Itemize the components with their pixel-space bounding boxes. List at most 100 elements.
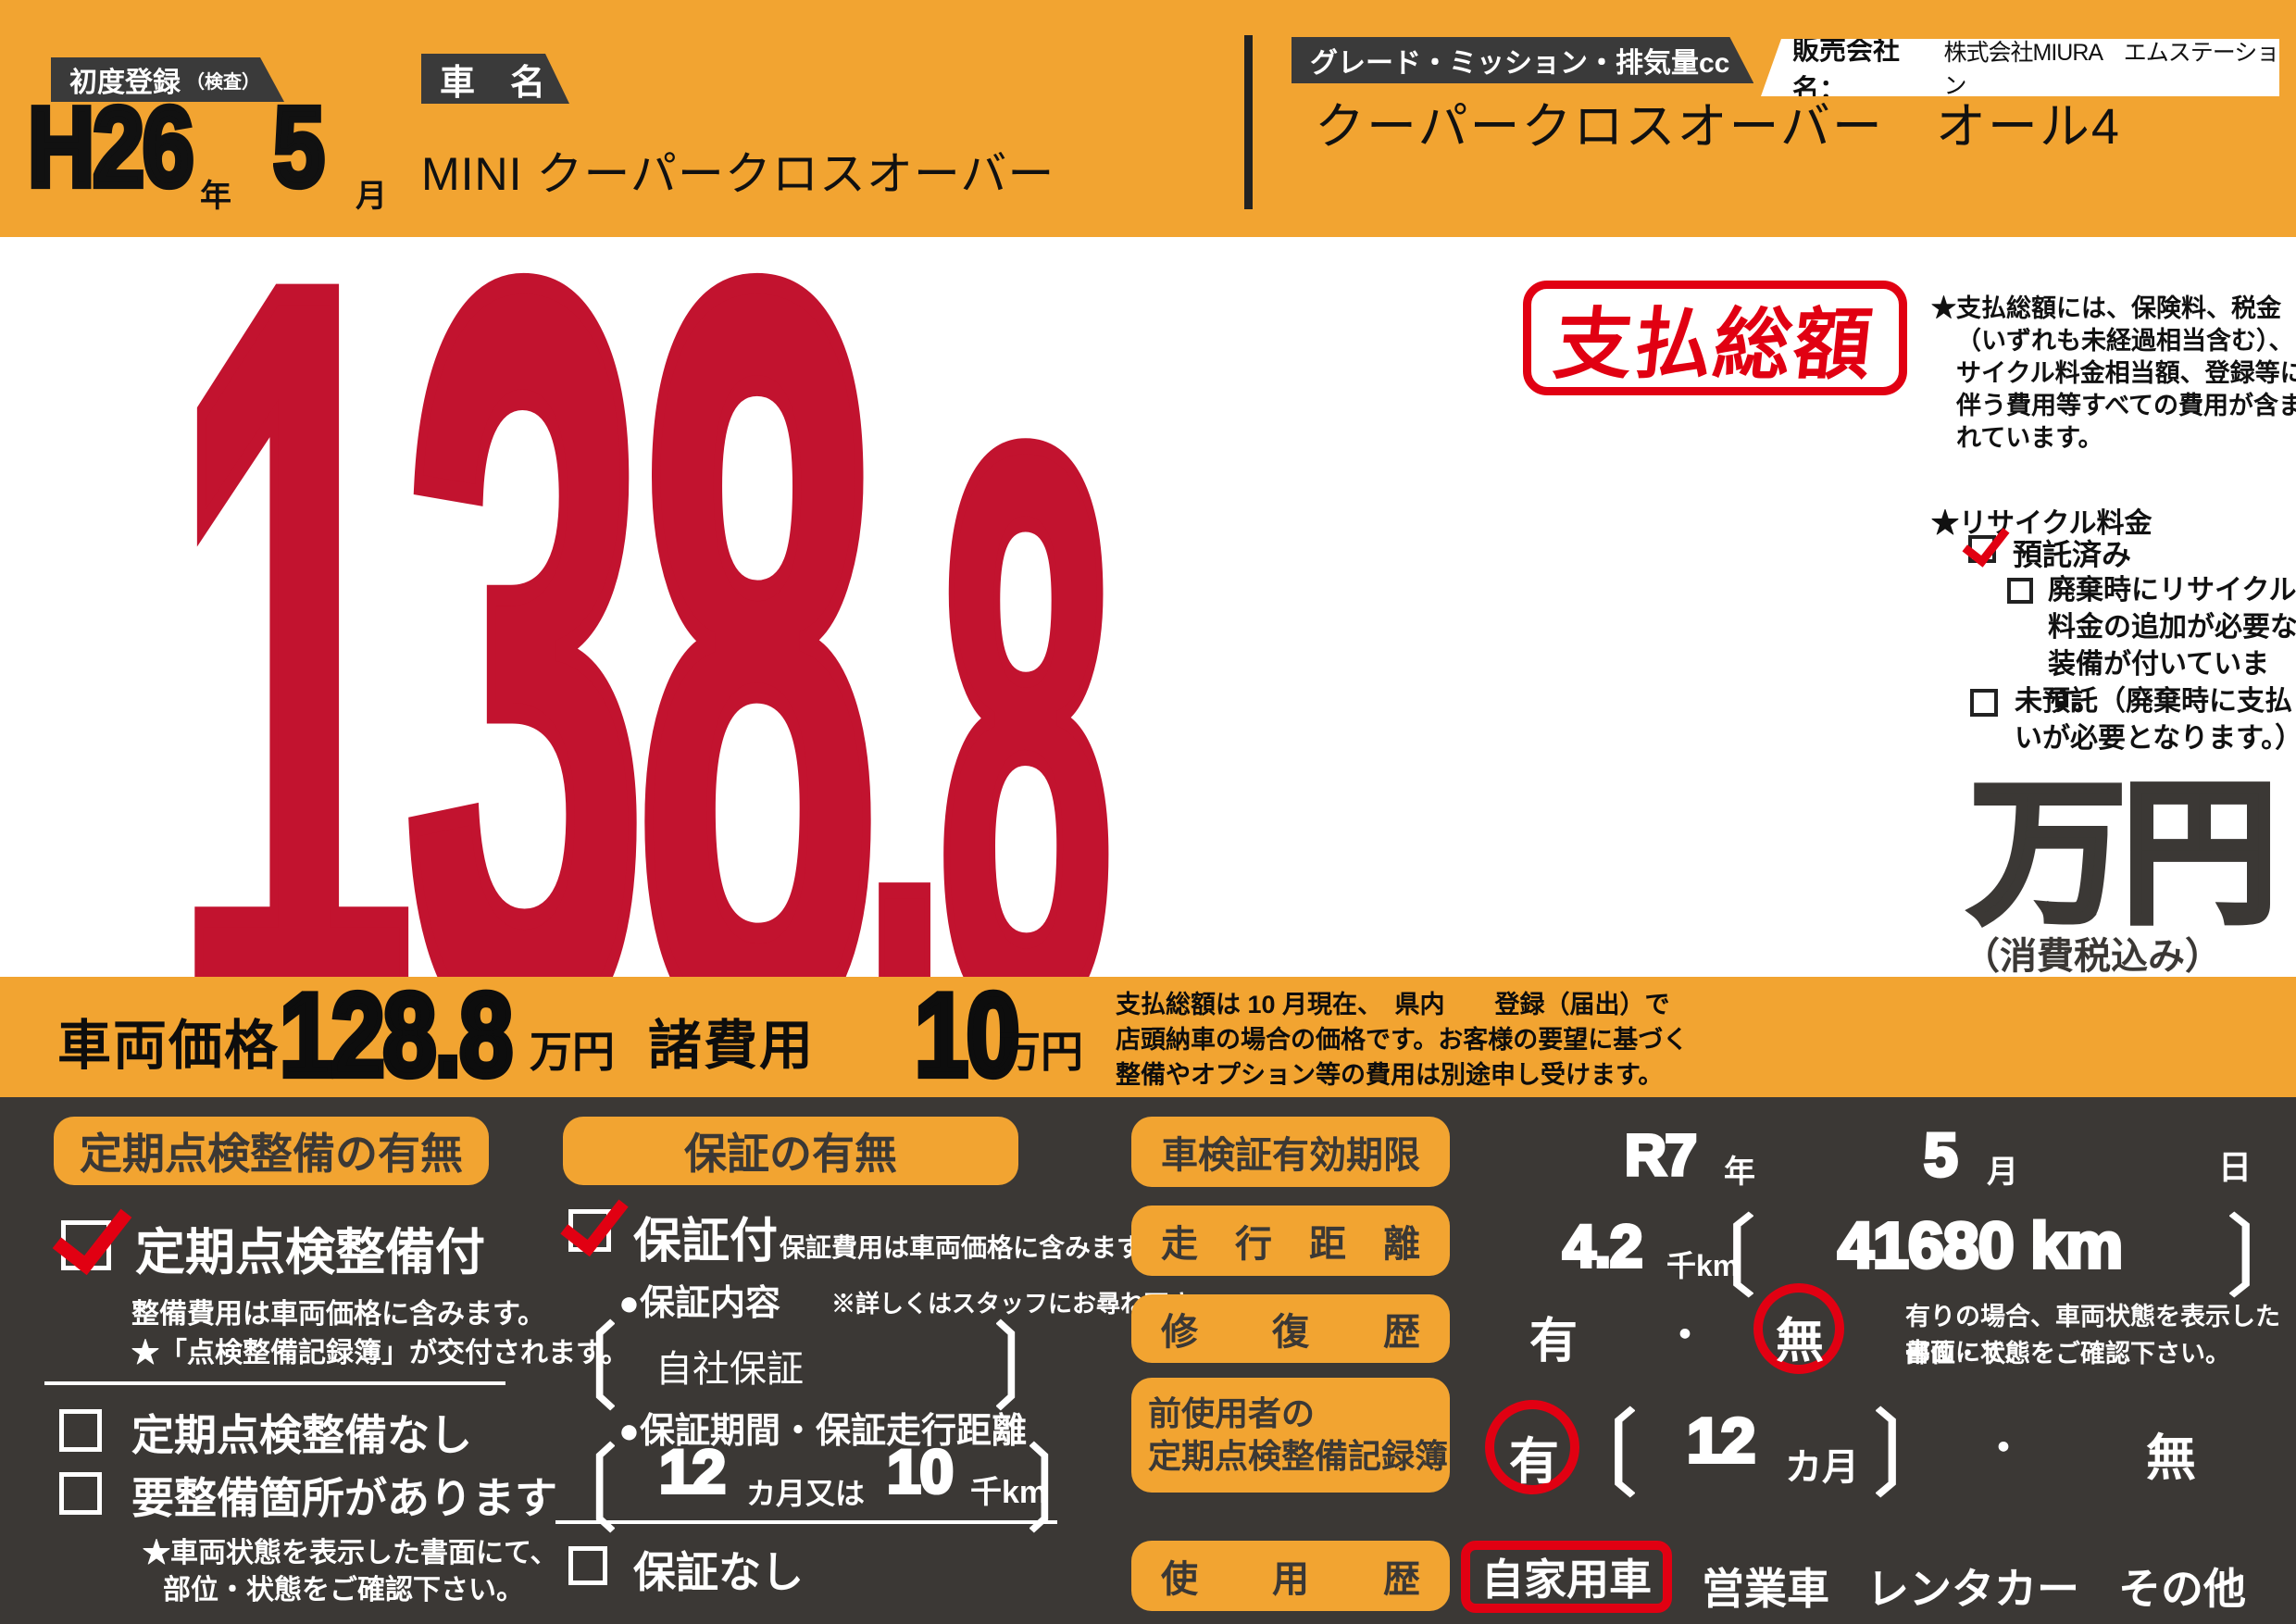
- bracket-right-icon: [996, 1318, 1016, 1411]
- fees-label: 諸費用: [648, 1016, 816, 1076]
- price-unit: 万円: [1967, 767, 2281, 941]
- record-none-label: 無: [2146, 1430, 2196, 1486]
- maintenance-with-note2: ★「点検整備記録簿」が交付されます。: [131, 1338, 629, 1368]
- recycle-deposited-checkbox: [1962, 517, 2010, 568]
- price-breakdown-band: [0, 977, 2296, 1097]
- fees-value: 10: [912, 969, 1023, 1102]
- maintenance-needs-checkbox: [59, 1472, 102, 1515]
- checkbox-box: [568, 1209, 611, 1252]
- year-unit: 年: [200, 179, 231, 214]
- checkbox-box: [59, 1472, 102, 1515]
- price-condition-note-line2: 店頭納車の場合の価格です。お客様の要望に基づく: [1116, 1026, 1689, 1054]
- usage-option-other: その他: [2118, 1565, 2246, 1613]
- month-unit: 月: [356, 179, 387, 214]
- usage-option-rental: レンタカー: [1866, 1565, 2079, 1613]
- checkbox-box: [59, 1409, 102, 1452]
- first-registration-tag: 初度登録 （検査）: [51, 57, 284, 102]
- bracket-right-icon: [1029, 1441, 1049, 1533]
- record-months-unit: カ月: [1785, 1447, 1859, 1488]
- repair-none-label: 無: [1776, 1315, 1825, 1368]
- inspection-expiry-pill: 車検証有効期限: [1131, 1117, 1450, 1187]
- total-price-badge: 支払総額: [1523, 281, 1907, 395]
- warranty-with-note: 保証費用は車両価格に含みます。: [780, 1233, 1167, 1262]
- checkbox-box: [568, 1546, 607, 1585]
- vehicle-price-value: 128.8: [277, 969, 516, 1102]
- usage-option-private: 自家用車: [1481, 1555, 1652, 1604]
- inspection-year-unit: 年: [1724, 1155, 1755, 1190]
- warranty-panel-title: 保証の有無: [563, 1117, 1018, 1185]
- warranty-with-label: 保証付: [633, 1215, 779, 1268]
- checkbox-box: [1968, 535, 1996, 563]
- grade-value: クーパークロスオーバー オール4: [1315, 99, 2121, 155]
- bracket-left-icon: [1615, 1405, 1635, 1498]
- record-months-value: 12: [1685, 1405, 1757, 1476]
- grade-tag: グレード・ミッション・排気量cc: [1292, 37, 1753, 83]
- vehicle-price-unit: 万円: [530, 1028, 615, 1076]
- repair-history-pill: 修 復 歴: [1131, 1294, 1450, 1363]
- maintenance-with-checkbox: [52, 1190, 132, 1276]
- repair-note2: 部位・状態をご確認下さい。: [1905, 1340, 2230, 1368]
- maintenance-title-label: 定期点検整備の有無: [80, 1130, 463, 1178]
- usage-history-label: 使 用 歴: [1161, 1559, 1420, 1600]
- mileage-value: 4.2: [1561, 1213, 1644, 1280]
- total-price-badge-label: 支払総額: [1550, 300, 1878, 388]
- recycle-fee-title: ★リサイクル料金: [1931, 508, 2152, 539]
- first-registration-month: 5: [270, 83, 328, 211]
- usage-history-pill: 使 用 歴: [1131, 1541, 1450, 1611]
- maintenance-needs-note1: ★車両状態を表示した書面にて、: [143, 1538, 558, 1568]
- inspection-month-unit: 月: [1987, 1155, 2018, 1190]
- price-condition-note: 支払総額は 10 月現在、 県内 登録（届出）で 店頭納車の場合の価格です。お客…: [1116, 987, 1688, 1093]
- dealer-label: 販売会社名：: [1792, 36, 1901, 105]
- maintenance-needs-label: 要整備箇所があります: [131, 1474, 557, 1522]
- car-name-tag-label: 車 名: [440, 63, 546, 103]
- warranty-period-km: 10: [885, 1437, 955, 1505]
- warranty-period-km-unit: 千km: [970, 1475, 1048, 1510]
- inspection-year: R7: [1623, 1124, 1699, 1188]
- dealer-band: 販売会社名： 株式会社MIURA エムステーション: [1761, 39, 2279, 96]
- usage-private-box: 自家用車: [1461, 1541, 1672, 1613]
- warranty-content-label: ●保証内容: [618, 1284, 780, 1323]
- warranty-with-checkbox: [560, 1183, 629, 1257]
- first-registration-tag-label: 初度登録: [69, 68, 181, 98]
- warranty-content-value: 自社保証: [655, 1349, 804, 1390]
- first-registration-year: H26: [25, 83, 196, 211]
- red-circle-icon: [1753, 1283, 1844, 1374]
- dealer-name: 株式会社MIURA エムステーション: [1943, 40, 2279, 99]
- checkbox-box: [61, 1220, 111, 1270]
- maintenance-without-label: 定期点検整備なし: [131, 1411, 472, 1459]
- price-condition-note-line3: 整備やオプション等の費用は別途申し受けます。: [1116, 1061, 1664, 1089]
- recycle-extra-label: 廃棄時にリサイクル料金の追加が必要な装備が付いています。: [2048, 575, 2296, 717]
- record-separator: ・: [1983, 1426, 2024, 1471]
- repair-separator: ・: [1665, 1313, 1705, 1358]
- checkbox-box: [1970, 689, 1998, 717]
- inspection-expiry-label: 車検証有効期限: [1161, 1135, 1420, 1176]
- bracket-left-icon: [1733, 1211, 1753, 1298]
- maintenance-panel-title: 定期点検整備の有無: [54, 1117, 489, 1185]
- record-label-line2: 定期点検整備記録簿: [1148, 1437, 1449, 1475]
- recycle-not-deposited-checkbox: [1970, 689, 1998, 717]
- total-price-note: ★支払総額には、保険料、税金（いずれも未経過相当含む）、リサイクル料金相当額、登…: [1931, 294, 2296, 452]
- header-divider: [1244, 35, 1253, 209]
- warranty-period-months-unit: カ月又は: [746, 1477, 866, 1510]
- checkbox-box: [2007, 578, 2033, 604]
- header-band: 初度登録 （検査） H26 年 5 月 車 名 MINI クーパークロスオーバー…: [0, 0, 2296, 237]
- bracket-right-icon: [2229, 1211, 2250, 1298]
- inspection-month: 5: [1922, 1120, 1960, 1189]
- vehicle-price-label: 車両価格: [57, 1016, 281, 1076]
- inspection-day-unit: 日: [2218, 1148, 2252, 1186]
- record-has-label: 有: [1509, 1434, 1559, 1490]
- maintenance-with-note1: 整備費用は車両価格に含みます。: [131, 1299, 545, 1330]
- bracket-left-icon: [595, 1441, 615, 1533]
- mileage-unit: 千km: [1666, 1249, 1740, 1282]
- car-name-tag: 車 名: [421, 54, 569, 104]
- odometer-value: 41680 km: [1836, 1209, 2125, 1281]
- mileage-pill: 走 行 距 離: [1131, 1206, 1450, 1276]
- total-price-figure: 138 .8: [167, 0, 1251, 1200]
- price-condition-note-line1: 支払総額は 10 月現在、 県内 登録（届出）で: [1116, 991, 1670, 1018]
- bracket-left-icon: [595, 1318, 615, 1411]
- record-label-line1: 前使用者の: [1148, 1394, 1316, 1432]
- previous-owner-record-pill: 前使用者の 定期点検整備記録簿: [1131, 1378, 1450, 1493]
- warranty-period-label: ●保証期間・保証走行距離: [618, 1412, 1027, 1451]
- recycle-not-deposited-label: 未預託（廃棄時に支払いが必要となります。）: [2015, 686, 2296, 754]
